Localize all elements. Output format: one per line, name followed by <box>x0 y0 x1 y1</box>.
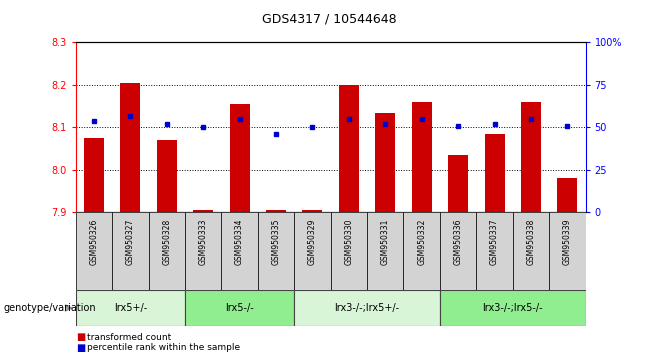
Text: GSM950337: GSM950337 <box>490 219 499 265</box>
Text: GSM950330: GSM950330 <box>344 219 353 265</box>
Bar <box>521 102 541 212</box>
Bar <box>294 212 330 290</box>
Text: ■: ■ <box>76 343 85 353</box>
Bar <box>112 212 149 290</box>
Bar <box>76 212 112 290</box>
Bar <box>221 212 258 290</box>
Bar <box>549 212 586 290</box>
Bar <box>484 134 505 212</box>
Bar <box>412 102 432 212</box>
Bar <box>258 212 294 290</box>
Bar <box>403 212 440 290</box>
Text: transformed count: transformed count <box>87 332 171 342</box>
Bar <box>367 212 403 290</box>
Text: GSM950329: GSM950329 <box>308 219 317 265</box>
Bar <box>120 83 140 212</box>
Text: genotype/variation: genotype/variation <box>3 303 96 313</box>
Bar <box>76 290 185 326</box>
Text: GSM950332: GSM950332 <box>417 219 426 265</box>
Text: percentile rank within the sample: percentile rank within the sample <box>87 343 240 352</box>
Bar <box>230 104 249 212</box>
Text: GSM950335: GSM950335 <box>272 219 280 265</box>
Text: GSM950334: GSM950334 <box>235 219 244 265</box>
Text: GSM950338: GSM950338 <box>526 219 536 265</box>
Text: GDS4317 / 10544648: GDS4317 / 10544648 <box>262 12 396 25</box>
Text: GSM950327: GSM950327 <box>126 219 135 265</box>
Text: lrx3-/-;lrx5+/-: lrx3-/-;lrx5+/- <box>334 303 399 313</box>
Bar <box>448 155 468 212</box>
Text: lrx5+/-: lrx5+/- <box>114 303 147 313</box>
Bar <box>440 212 476 290</box>
Bar <box>557 178 578 212</box>
Text: GSM950333: GSM950333 <box>199 219 208 265</box>
Text: GSM950336: GSM950336 <box>453 219 463 265</box>
Bar <box>185 290 294 326</box>
Text: GSM950331: GSM950331 <box>381 219 390 265</box>
Bar <box>339 85 359 212</box>
Bar <box>476 212 513 290</box>
Bar <box>185 212 221 290</box>
Bar <box>330 212 367 290</box>
Bar <box>294 290 440 326</box>
Text: GSM950328: GSM950328 <box>163 219 171 265</box>
Text: ■: ■ <box>76 332 85 342</box>
Bar <box>513 212 549 290</box>
Bar <box>440 290 586 326</box>
Bar <box>266 210 286 212</box>
Text: lrx5-/-: lrx5-/- <box>225 303 254 313</box>
Bar <box>193 210 213 212</box>
Bar <box>149 212 185 290</box>
Bar <box>303 210 322 212</box>
Bar <box>157 140 177 212</box>
Bar <box>375 113 395 212</box>
Text: lrx3-/-;lrx5-/-: lrx3-/-;lrx5-/- <box>482 303 543 313</box>
Text: GSM950326: GSM950326 <box>89 219 99 265</box>
Bar <box>84 138 104 212</box>
Text: GSM950339: GSM950339 <box>563 219 572 265</box>
